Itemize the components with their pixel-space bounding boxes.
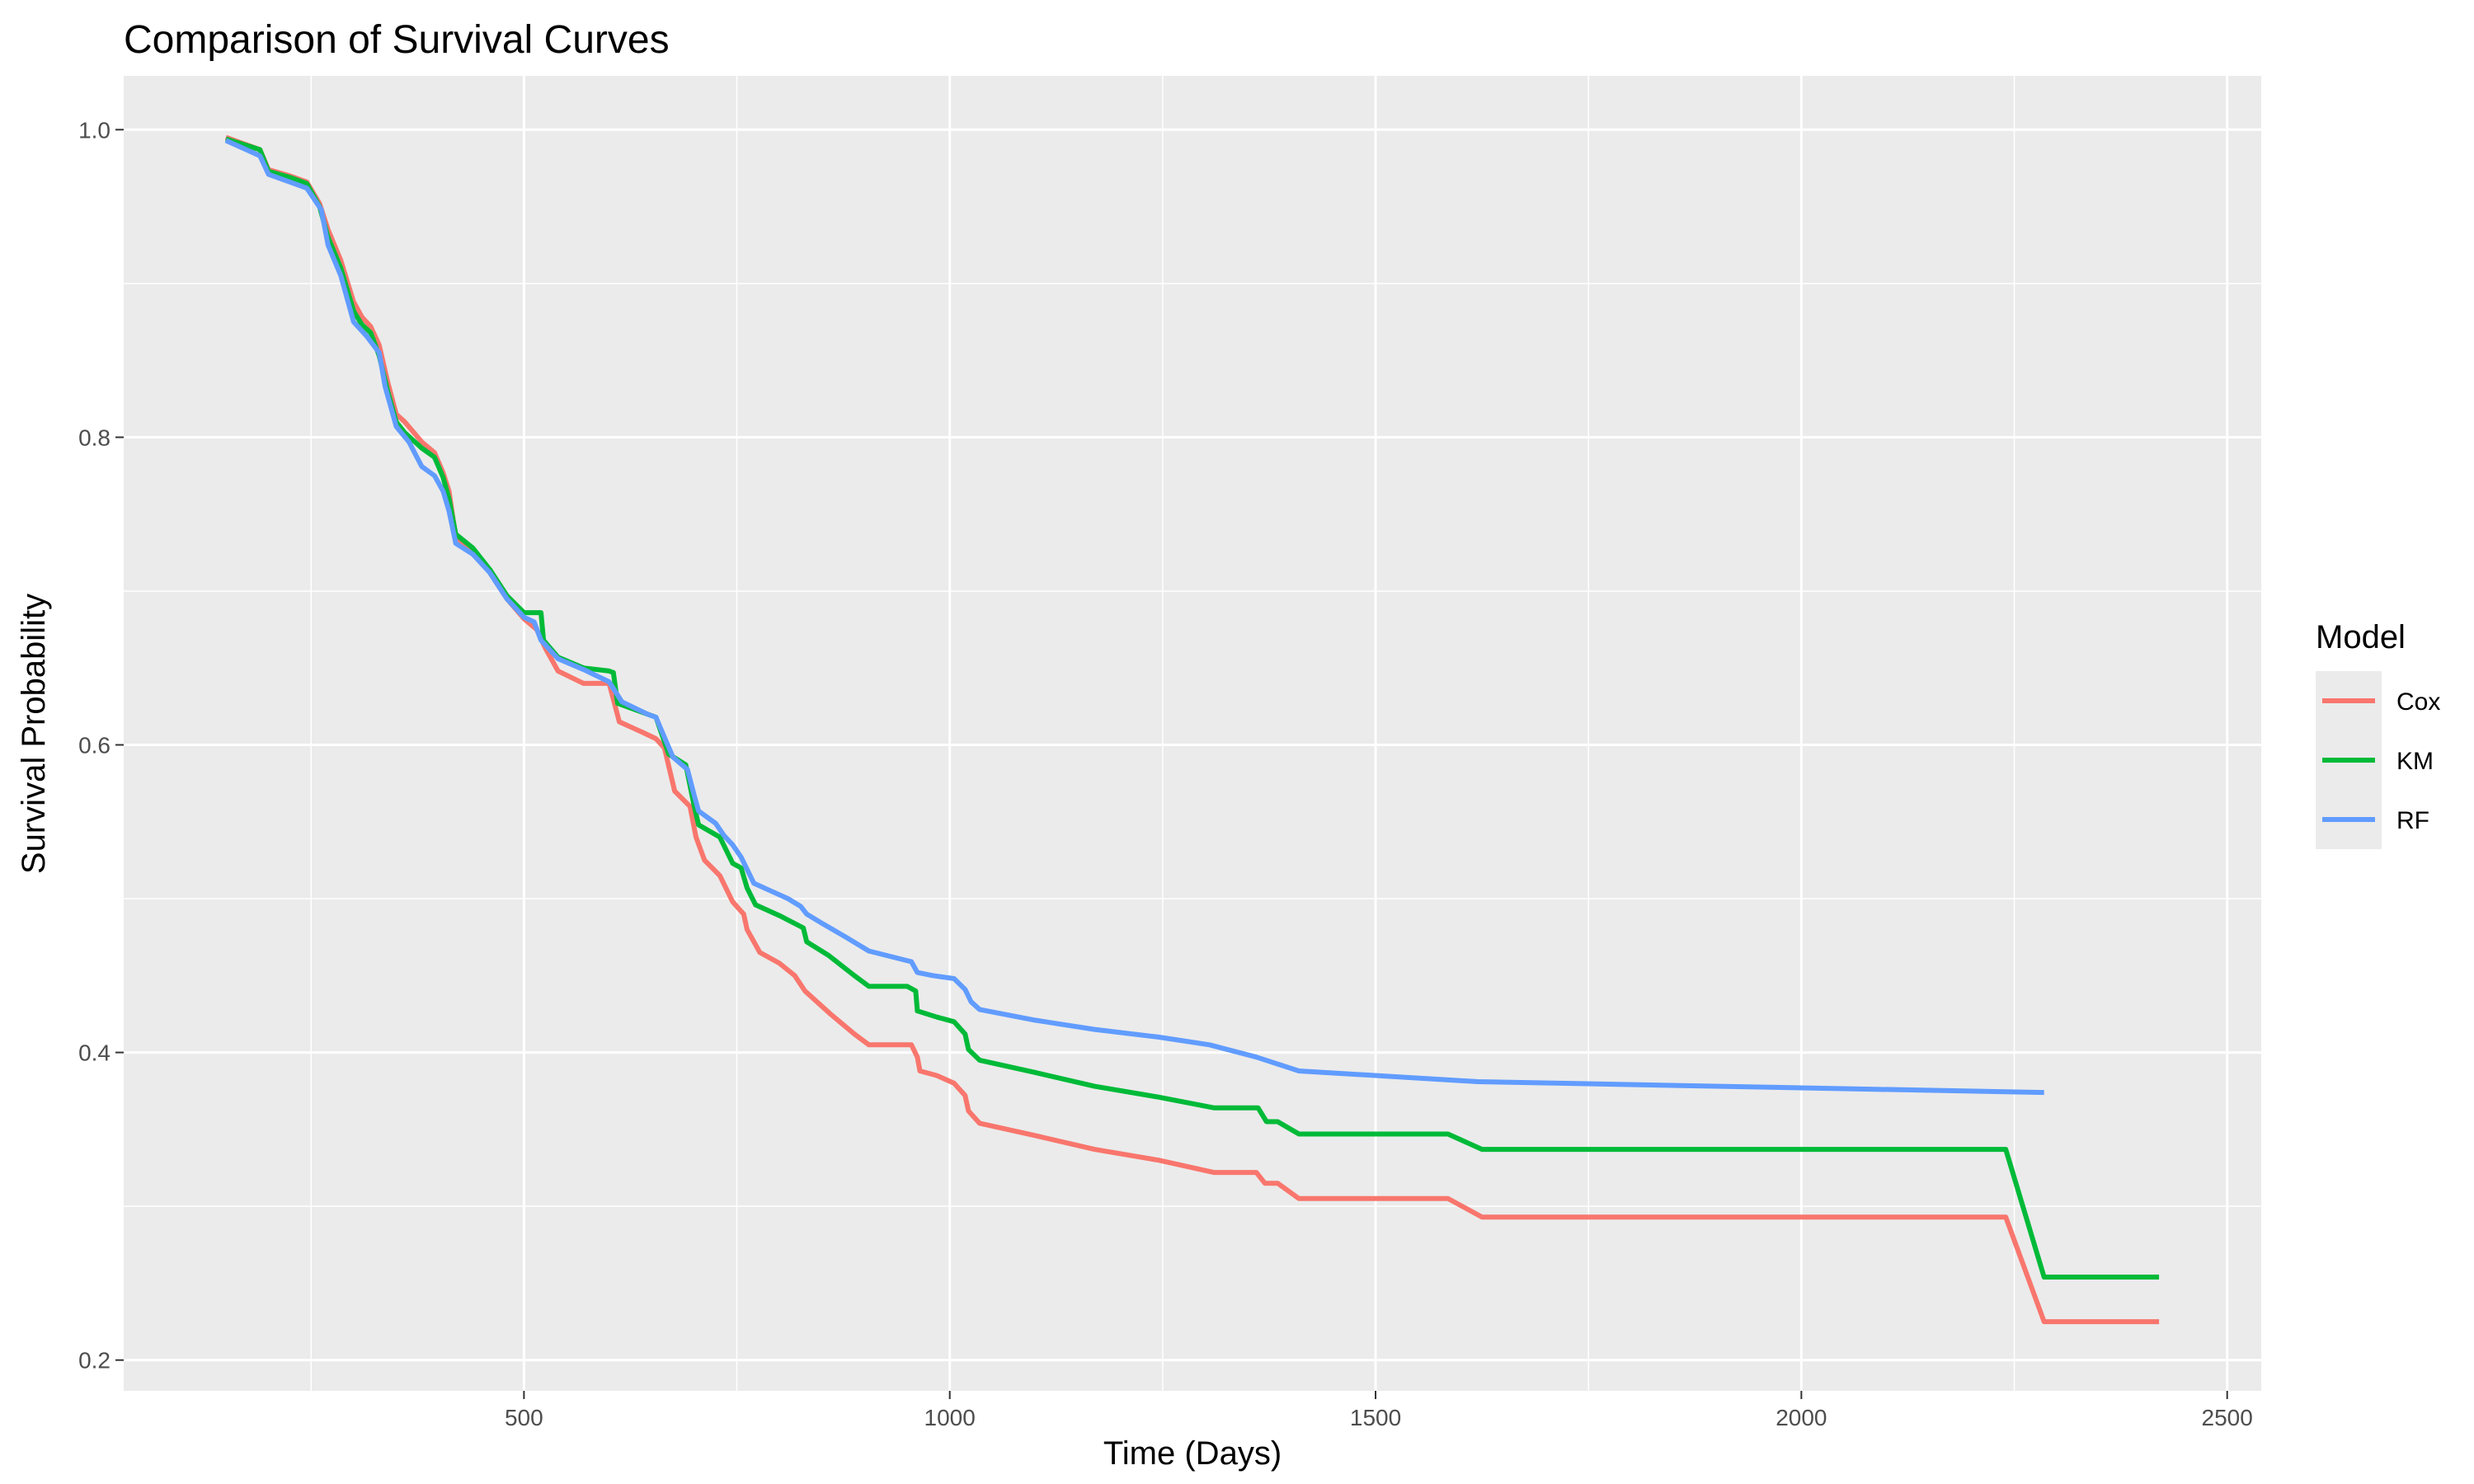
plot-panel	[124, 76, 2261, 1391]
series-line-rf	[224, 138, 2044, 1096]
legend-label-rf: RF	[2396, 807, 2429, 834]
y-tick-label: 0.2	[78, 1348, 111, 1374]
legend-label-km: KM	[2396, 748, 2434, 775]
major-gridlines	[124, 76, 2261, 1391]
x-tick-label: 2500	[2202, 1405, 2253, 1430]
x-tick-label: 1000	[924, 1405, 976, 1430]
y-tick-label: 0.6	[78, 732, 111, 758]
y-tick-label: 0.4	[78, 1040, 111, 1066]
x-tick-label: 1500	[1350, 1405, 1401, 1430]
y-axis-title: Survival Probability	[16, 594, 52, 874]
x-tick-label: 500	[505, 1405, 543, 1430]
legend-label-cox: Cox	[2396, 688, 2440, 716]
minor-gridlines	[124, 76, 2261, 1391]
x-tick-label: 2000	[1776, 1405, 1827, 1430]
y-tick-label: 1.0	[78, 117, 111, 143]
legend: Model Cox KM RF	[2316, 619, 2440, 849]
axis-ticks	[115, 129, 2228, 1399]
x-axis-tick-labels: 500 1000 1500 2000 2500	[505, 1405, 2253, 1430]
y-axis-tick-labels: 0.2 0.4 0.6 0.8 1.0	[78, 117, 111, 1373]
y-tick-label: 0.8	[78, 425, 111, 450]
series-lines	[224, 134, 2160, 1325]
legend-items: Cox KM RF	[2322, 688, 2440, 834]
x-axis-title: Time (Days)	[1103, 1435, 1282, 1472]
legend-title: Model	[2316, 619, 2406, 655]
chart-title: Comparison of Survival Curves	[124, 18, 670, 62]
